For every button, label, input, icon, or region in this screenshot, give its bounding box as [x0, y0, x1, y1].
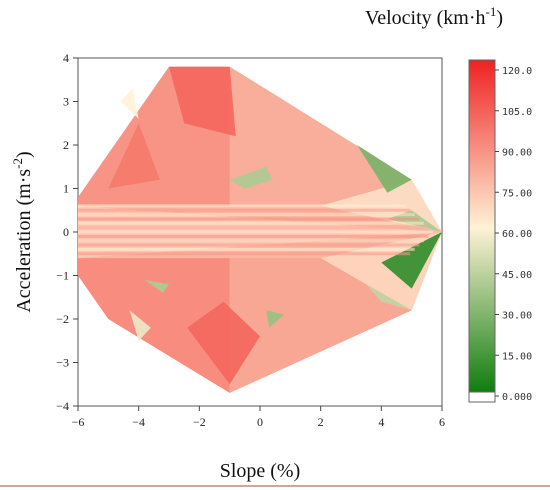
x-tick-label: 6: [439, 415, 445, 429]
field-region: [120, 88, 139, 119]
y-tick-label: 0: [63, 225, 69, 239]
x-axis-ticks: −6 −4 −2 0 2 4 6: [72, 406, 445, 429]
y-axis-label-sup: -2: [10, 158, 25, 169]
colorbar-tick-label: 30.00: [502, 311, 532, 322]
field-region: [366, 284, 412, 311]
field-region: [187, 301, 260, 385]
x-tick-label: −6: [72, 415, 85, 429]
y-tick-label: 3: [63, 95, 69, 109]
field-region: [144, 279, 169, 293]
y-tick-label: −1: [56, 269, 69, 283]
field-region: [108, 123, 160, 189]
x-axis-label: Slope (%): [220, 460, 301, 482]
field-region: [169, 66, 236, 137]
field-region: [266, 310, 285, 328]
field-region: [357, 145, 412, 193]
colorbar-tick-label: 45.00: [502, 270, 532, 281]
y-tick-label: −3: [56, 356, 69, 370]
x-tick-label: 2: [318, 415, 324, 429]
colorbar-tick-label: 75.00: [502, 188, 532, 199]
colorbar-title-main: Velocity (km·h: [365, 7, 486, 29]
x-tick-label: 0: [257, 415, 263, 429]
y-axis-label-main: Acceleration (m·s: [13, 169, 35, 313]
field-region: [129, 310, 151, 341]
y-tick-label: 4: [63, 51, 69, 65]
x-tick-label: 4: [378, 415, 384, 429]
colorbar-tick-label: 120.0: [502, 66, 532, 77]
y-tick-label: 1: [63, 182, 69, 196]
colorbar-title: Velocity (km·h-1): [365, 4, 503, 29]
y-tick-label: −4: [56, 399, 69, 413]
y-tick-label: 2: [63, 138, 69, 152]
colorbar-tick-label: 0.000: [502, 392, 532, 403]
colorbar-title-sup: -1: [486, 4, 497, 19]
colorbar: [468, 59, 496, 397]
colorbar-title-end: ): [496, 7, 503, 29]
colorbar-tick-label: 105.0: [502, 107, 532, 118]
field-region: [229, 66, 412, 206]
field-region: [229, 166, 273, 189]
field-region: [229, 258, 412, 393]
colorbar-empty-cell: [468, 391, 496, 403]
y-axis-label-end: ): [13, 151, 35, 158]
field-region: [78, 258, 230, 393]
y-axis-ticks: −4 −3 −2 −1 0 1 2 3 4: [56, 51, 78, 413]
y-tick-label: −2: [56, 312, 69, 326]
colorbar-tick-label: 15.00: [502, 351, 532, 362]
colorbar-ticks: 0.000 15.00 30.00 45.00 60.00 75.00 90.00 105.0…: [495, 66, 532, 403]
x-tick-label: −2: [193, 415, 206, 429]
y-axis-label: Acceleration (m·s-2): [10, 151, 35, 312]
x-tick-label: −4: [132, 415, 145, 429]
colorbar-tick-label: 90.00: [502, 148, 532, 159]
colorbar-tick-label: 60.00: [502, 229, 532, 240]
field-region: [381, 232, 442, 289]
heatmap-field: [78, 66, 442, 393]
